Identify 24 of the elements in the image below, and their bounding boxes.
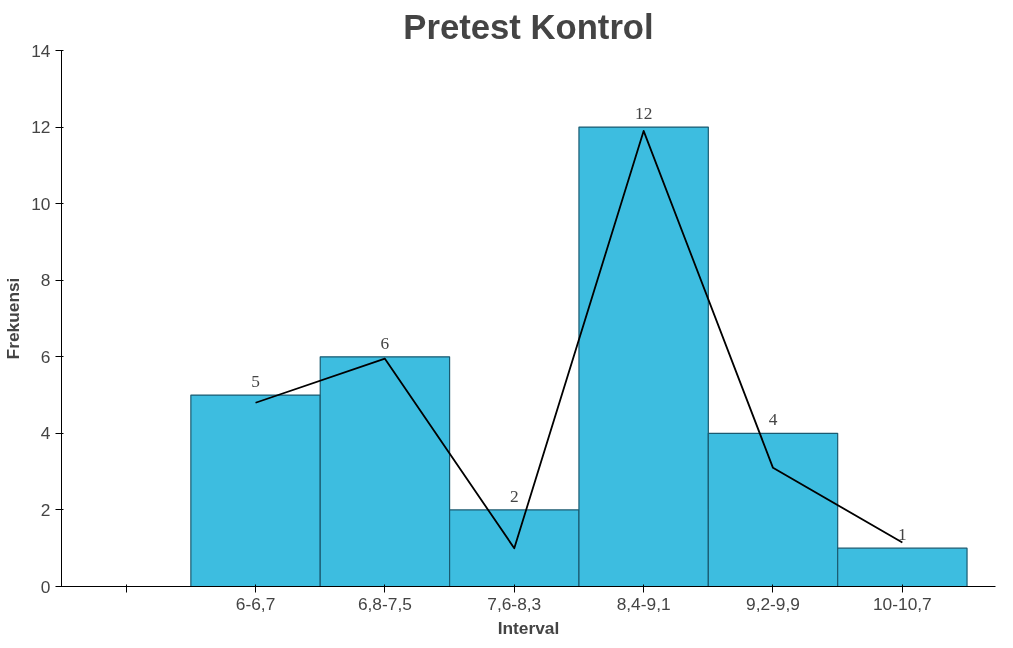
data-label: 5 xyxy=(251,372,260,392)
data-label: 4 xyxy=(768,410,778,430)
chart-title: Pretest Kontrol xyxy=(403,7,654,46)
x-tick-label: 6-6,7 xyxy=(235,593,276,614)
y-tick-label: 14 xyxy=(31,40,51,61)
x-tick-label: 8,4-9,1 xyxy=(616,593,671,614)
y-tick-label: 6 xyxy=(40,346,51,367)
line-series xyxy=(254,130,904,550)
y-tick-label: 4 xyxy=(40,423,51,444)
x-axis-title: Interval xyxy=(497,617,560,638)
y-tick-label: 10 xyxy=(31,193,51,214)
y-tick-label: 12 xyxy=(31,117,51,138)
x-tick-label: 9,2-9,9 xyxy=(746,593,800,614)
x-tick-label: 7,6-8,3 xyxy=(487,593,542,614)
x-tick-label: 6,8-7,5 xyxy=(357,593,412,614)
data-label: 2 xyxy=(509,486,519,506)
x-tick-label: 10-10,7 xyxy=(872,593,932,614)
y-tick-label: 8 xyxy=(40,270,51,291)
y-tick-label: 2 xyxy=(40,499,51,520)
data-label: 1 xyxy=(898,525,907,545)
data-label: 12 xyxy=(634,104,653,124)
y-axis-title: Frekuensi xyxy=(3,277,24,360)
data-label: 6 xyxy=(380,333,390,353)
y-tick-label: 0 xyxy=(40,576,51,597)
